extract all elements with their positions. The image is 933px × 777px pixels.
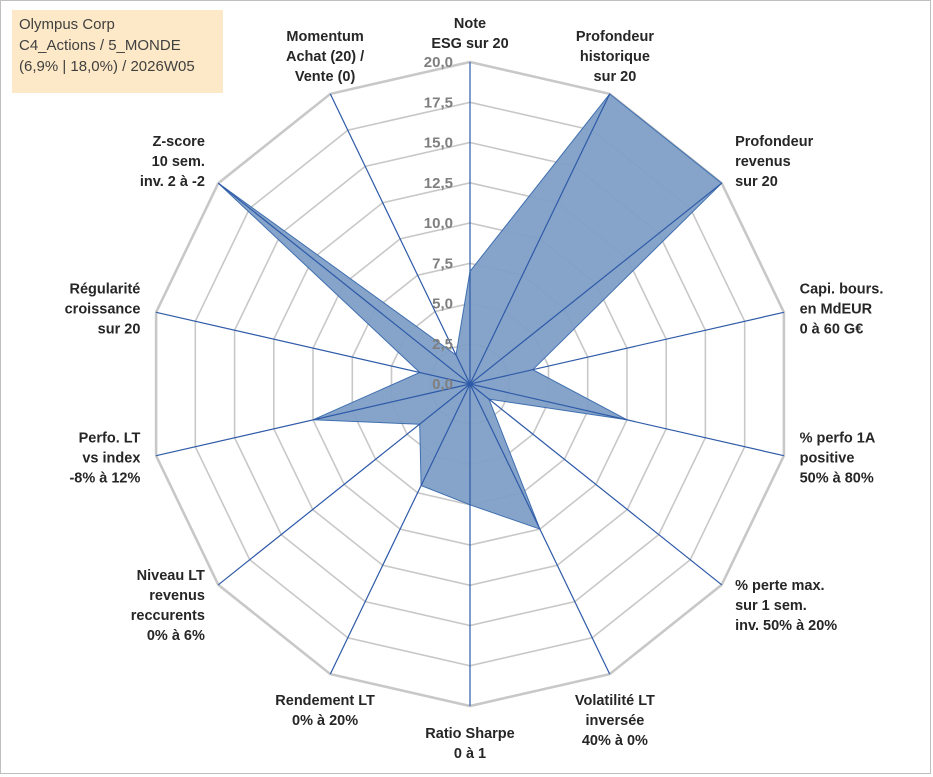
axis-label-line: % perte max. <box>735 578 824 594</box>
axis-label: Volatilité LT inversée 40% à 0% <box>575 693 655 749</box>
axis-spoke <box>469 311 785 385</box>
axis-label-line: inv. 2 à -2 <box>140 174 205 190</box>
title-period: (6,9% | 18,0%) / 2026W05 <box>19 58 195 75</box>
axis-label: Note ESG sur 20 <box>431 16 508 52</box>
axis-label-line: sur 20 <box>594 69 637 85</box>
axis-label-line: % perfo 1A <box>800 430 876 446</box>
axis-spoke <box>469 383 785 457</box>
axis-label-line: sur 1 sem. <box>735 598 807 614</box>
axis-label-line: Z-score <box>153 134 205 150</box>
axis-label-line: vs index <box>82 450 140 466</box>
axis-spoke <box>469 182 723 385</box>
axis-label-line: Profondeur <box>735 134 813 150</box>
tick-label: 20,0 <box>424 54 453 71</box>
axis-label: Régularité croissance sur 20 <box>65 282 141 338</box>
tick-label: 12,5 <box>424 175 453 192</box>
axis-label-line: Ratio Sharpe <box>425 726 514 742</box>
axis-label-line: Rendement LT <box>275 693 375 709</box>
title-company: Olympus Corp <box>19 16 115 33</box>
axis-labels: Note ESG sur 20 Profondeur historique sur 20… <box>65 16 884 762</box>
axis-label-line: 50% à 80% <box>800 470 874 486</box>
axis-label-line: 0 à 1 <box>454 746 486 762</box>
axis-spoke <box>217 182 471 385</box>
axis-label: Profondeur historique sur 20 <box>576 29 654 85</box>
axis-label-line: 0% à 20% <box>292 713 358 729</box>
axis-spoke <box>469 383 723 586</box>
axis-label-line: sur 20 <box>98 322 141 338</box>
axis-label-line: revenus <box>735 154 791 170</box>
axis-spoke <box>217 383 471 586</box>
chart-title-box: Olympus Corp C4_Actions / 5_MONDE (6,9% … <box>12 10 223 93</box>
axis-spoke <box>329 383 471 675</box>
axis-label-line: -8% à 12% <box>69 470 140 486</box>
radar-spokes <box>155 62 785 706</box>
axis-label-line: 0 à 60 G€ <box>800 322 864 338</box>
axis-label: Z-score 10 sem. inv. 2 à -2 <box>140 134 205 190</box>
tick-label: 10,0 <box>424 215 453 232</box>
tick-label: 7,5 <box>432 255 453 272</box>
axis-label-line: revenus <box>149 588 205 604</box>
axis-label: Momentum Achat (20) / Vente (0) <box>286 29 364 85</box>
axis-label-line: Régularité <box>69 282 140 298</box>
title-portfolio: C4_Actions / 5_MONDE <box>19 37 181 54</box>
axis-label-line: 10 sem. <box>152 154 205 170</box>
axis-label-line: reccurents <box>131 608 205 624</box>
axis-label: % perte max. sur 1 sem. inv. 50% à 20% <box>735 578 837 634</box>
tick-label: 2,5 <box>432 336 453 353</box>
axis-spoke <box>155 383 471 457</box>
axis-label-line: inv. 50% à 20% <box>735 618 837 634</box>
axis-spoke <box>469 383 611 675</box>
axis-spoke <box>155 311 471 385</box>
tick-label: 17,5 <box>424 94 453 111</box>
axis-label-line: Vente (0) <box>295 69 356 85</box>
radial-tick-labels: 0,0 2,5 5,0 7,5 10,0 12,5 15,0 17,5 20,0 <box>424 54 453 393</box>
axis-label-line: Volatilité LT <box>575 693 655 709</box>
axis-label-line: positive <box>800 450 855 466</box>
axis-spoke <box>329 93 471 385</box>
axis-label-line: Perfo. LT <box>79 430 141 446</box>
axis-label: Ratio Sharpe 0 à 1 <box>425 726 514 762</box>
tick-label: 5,0 <box>432 296 453 313</box>
axis-label: Capi. bours. en MdEUR 0 à 60 G€ <box>800 282 884 338</box>
axis-label-line: inversée <box>585 713 644 729</box>
axis-label-line: croissance <box>65 302 141 318</box>
axis-label: Niveau LT revenus reccurents 0% à 6% <box>131 568 205 644</box>
axis-label-line: Capi. bours. <box>800 282 884 298</box>
axis-label-line: 40% à 0% <box>582 733 648 749</box>
axis-label-line: Profondeur <box>576 29 654 45</box>
axis-label-line: historique <box>580 49 650 65</box>
axis-spoke <box>469 93 611 385</box>
axis-label: % perfo 1A positive 50% à 80% <box>800 430 876 486</box>
axis-label-line: Momentum <box>286 29 363 45</box>
axis-label-line: 0% à 6% <box>147 628 205 644</box>
axis-label-line: Achat (20) / <box>286 49 364 65</box>
axis-label-line: ESG sur 20 <box>431 36 508 52</box>
axis-label: Profondeur revenus sur 20 <box>735 134 813 190</box>
axis-label-line: sur 20 <box>735 174 778 190</box>
axis-label: Rendement LT 0% à 20% <box>275 693 375 729</box>
tick-label: 0,0 <box>432 376 453 393</box>
axis-label-line: Niveau LT <box>137 568 205 584</box>
axis-label: Perfo. LT vs index -8% à 12% <box>69 430 140 486</box>
axis-label-line: en MdEUR <box>800 302 873 318</box>
axis-label-line: Note <box>454 16 486 32</box>
tick-label: 15,0 <box>424 135 453 152</box>
